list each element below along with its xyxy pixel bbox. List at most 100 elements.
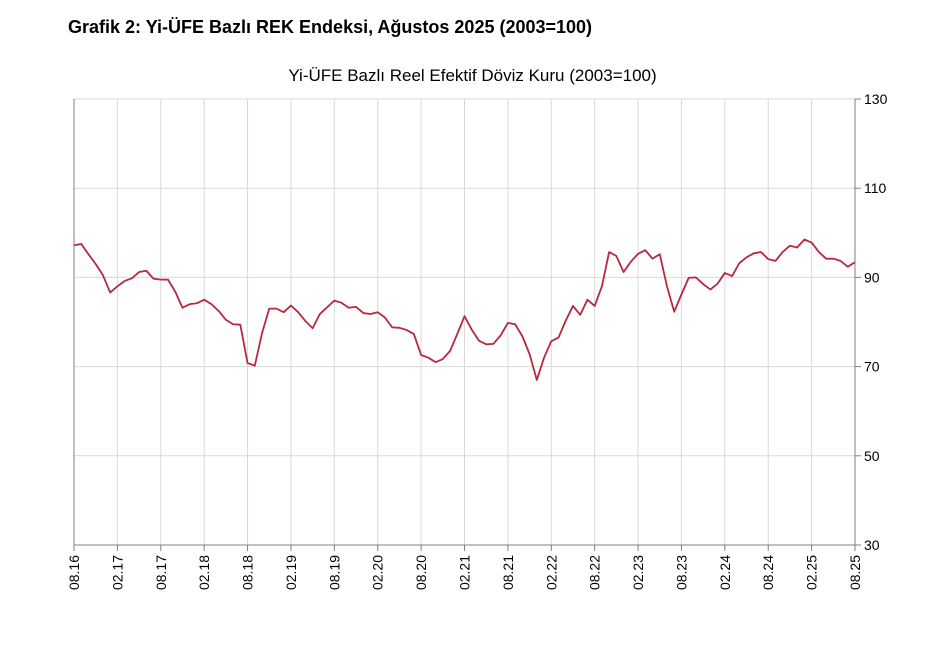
x-tick-label: 08.18 <box>240 555 256 590</box>
data-point <box>435 361 437 363</box>
data-point <box>695 276 697 278</box>
data-point <box>840 260 842 262</box>
data-point <box>225 319 227 321</box>
data-point <box>333 300 335 302</box>
data-point <box>579 314 581 316</box>
data-point <box>239 324 241 326</box>
x-tick-label: 08.24 <box>760 555 776 590</box>
data-point <box>832 258 834 260</box>
x-tick-label: 08.19 <box>326 555 342 590</box>
data-point <box>543 357 545 359</box>
data-point <box>290 305 292 307</box>
data-point <box>500 334 502 336</box>
data-point <box>637 253 639 255</box>
x-tick-label: 02.18 <box>196 555 212 590</box>
data-point <box>717 283 719 285</box>
y-tick-label: 70 <box>864 359 880 375</box>
x-tick-label: 02.19 <box>283 555 299 590</box>
data-point <box>384 317 386 319</box>
tick-labels: 30 50 70 90 110 130 08.16 02.17 08.17 02.18 08.18 0… <box>66 91 888 590</box>
data-point <box>753 252 755 254</box>
data-point <box>355 306 357 308</box>
data-point <box>181 307 183 309</box>
data-point <box>514 323 516 325</box>
y-tick-label: 110 <box>864 180 887 196</box>
data-point <box>666 285 668 287</box>
data-point <box>818 251 820 253</box>
data-point <box>680 293 682 295</box>
data-point <box>738 262 740 264</box>
data-point <box>145 270 147 272</box>
x-tick-label: 02.25 <box>804 555 820 590</box>
data-point <box>73 244 75 246</box>
x-tick-label: 02.22 <box>543 555 559 590</box>
series-layer <box>73 238 856 381</box>
data-point <box>529 353 531 355</box>
data-point <box>326 306 328 308</box>
data-point <box>377 311 379 313</box>
data-point <box>95 263 97 265</box>
data-point <box>623 271 625 273</box>
data-point <box>319 313 321 315</box>
data-point <box>803 238 805 240</box>
data-point <box>218 310 220 312</box>
x-tick-label: 08.17 <box>153 555 169 590</box>
data-point <box>688 277 690 279</box>
x-tick-label: 08.25 <box>847 555 863 590</box>
data-point <box>210 303 212 305</box>
data-point <box>608 251 610 253</box>
data-point <box>304 320 306 322</box>
axes <box>73 98 861 551</box>
gridlines <box>73 98 856 545</box>
data-point <box>283 311 285 313</box>
data-point <box>456 333 458 335</box>
data-point <box>774 260 776 262</box>
y-tick-label: 90 <box>864 269 880 285</box>
data-point <box>109 292 111 294</box>
data-point <box>478 340 480 342</box>
x-tick-label: 02.21 <box>457 555 473 590</box>
data-point <box>196 302 198 304</box>
x-tick-label: 08.16 <box>66 555 82 590</box>
data-point <box>847 266 849 268</box>
data-point <box>536 379 538 381</box>
data-point <box>102 274 104 276</box>
x-tick-label: 02.20 <box>370 555 386 590</box>
data-point <box>297 311 299 313</box>
data-point <box>116 285 118 287</box>
data-point <box>369 313 371 315</box>
data-point <box>312 327 314 329</box>
data-point <box>160 279 162 281</box>
data-point <box>153 278 155 280</box>
data-point <box>565 320 567 322</box>
y-tick-label: 50 <box>864 448 880 464</box>
data-point <box>449 350 451 352</box>
data-point <box>615 255 617 257</box>
data-point <box>464 315 466 317</box>
data-point <box>391 326 393 328</box>
data-point <box>268 308 270 310</box>
rek-index-line <box>73 238 856 381</box>
x-tick-label: 08.23 <box>673 555 689 590</box>
data-point <box>673 311 675 313</box>
data-point <box>124 280 126 282</box>
data-point <box>203 299 205 301</box>
y-tick-label: 130 <box>864 91 888 107</box>
data-point <box>782 251 784 253</box>
data-point <box>80 243 82 245</box>
data-point <box>724 272 726 274</box>
data-point <box>702 283 704 285</box>
data-point <box>767 258 769 260</box>
figure-title: Grafik 2: Yi-ÜFE Bazlı REK Endeksi, Ağus… <box>68 17 593 37</box>
x-tick-label: 08.21 <box>500 555 516 590</box>
data-point <box>442 358 444 360</box>
data-point <box>652 258 654 260</box>
data-point <box>471 329 473 331</box>
data-point <box>254 365 256 367</box>
data-point <box>427 357 429 359</box>
x-tick-label: 08.22 <box>587 555 603 590</box>
data-point <box>348 307 350 309</box>
data-point <box>558 337 560 339</box>
data-point <box>232 323 234 325</box>
